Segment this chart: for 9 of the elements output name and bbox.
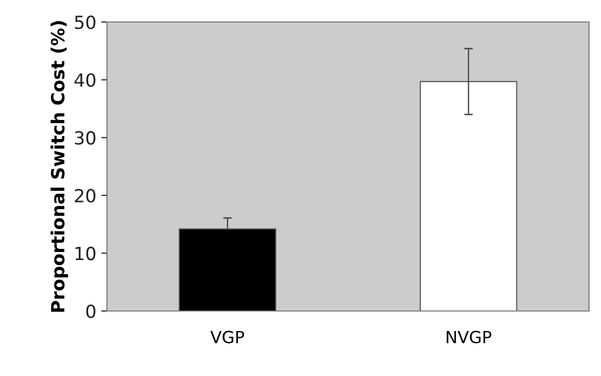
x-tick-label: NVGP (446, 330, 492, 344)
y-tick-label: 40 (74, 73, 96, 87)
y-tick-label: 0 (86, 304, 96, 318)
x-tick-label: VGP (210, 330, 244, 344)
y-tick-label: 50 (75, 15, 96, 30)
y-tick-label: 10 (76, 246, 96, 260)
y-tick-label: 30 (74, 131, 96, 145)
y-axis-title: Proportional Switch Cost (%) (50, 21, 68, 312)
y-tick-label: 20 (74, 188, 96, 203)
